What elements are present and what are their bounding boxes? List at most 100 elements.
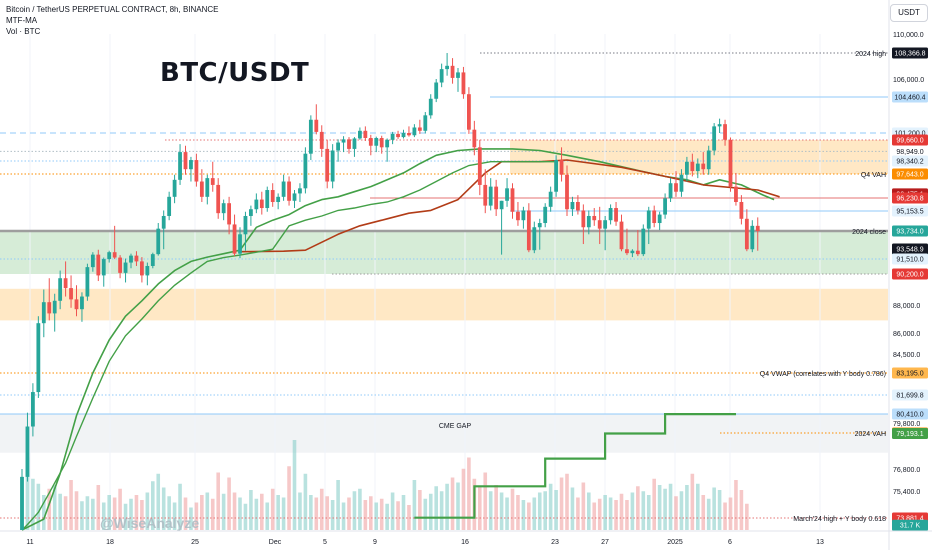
candle-body bbox=[178, 152, 182, 180]
candle-body bbox=[755, 225, 760, 231]
price-tag-label: 98,340.2 bbox=[896, 159, 923, 166]
candle-body bbox=[652, 210, 657, 224]
price-tag-label: 73,881.4 bbox=[896, 516, 923, 523]
candle-body bbox=[734, 186, 738, 202]
volume-bar bbox=[423, 498, 428, 530]
volume-bar bbox=[745, 503, 749, 530]
annotation-label: Q4 VWAP (correlates with Y body 0.786) bbox=[760, 371, 886, 378]
volume-bar bbox=[603, 495, 607, 530]
volume-bar bbox=[249, 490, 253, 530]
volume-bar bbox=[456, 482, 460, 530]
annotation-label: 2024 VAH bbox=[855, 431, 886, 438]
indicator-volume[interactable]: Vol · BTC bbox=[6, 27, 41, 36]
candle-body bbox=[657, 214, 662, 224]
volume-bar bbox=[723, 502, 727, 530]
candle-body bbox=[129, 255, 133, 263]
volume-bar bbox=[270, 488, 275, 530]
candle-body bbox=[20, 476, 24, 530]
volume-bar bbox=[510, 488, 515, 530]
volume-bar bbox=[712, 487, 716, 530]
volume-bar bbox=[330, 500, 335, 530]
price-tag-label: 98,949.0 bbox=[896, 149, 923, 156]
candle-body bbox=[189, 160, 193, 170]
volume-bar bbox=[668, 483, 673, 530]
time-tick-label: 9 bbox=[373, 539, 377, 546]
candle-body bbox=[161, 215, 166, 229]
candle-body bbox=[249, 209, 253, 216]
volume-bar bbox=[281, 497, 286, 530]
candle-body bbox=[123, 262, 128, 273]
candle-body bbox=[597, 220, 602, 229]
price-tick-label: 88,000.0 bbox=[893, 303, 920, 310]
candle-body bbox=[330, 150, 335, 182]
annotation-label: 2024 high bbox=[855, 51, 886, 58]
price-tag-label: 99,660.0 bbox=[896, 138, 923, 145]
candle-body bbox=[172, 179, 177, 197]
time-tick-label: 16 bbox=[461, 539, 469, 546]
time-tick-label: 5 bbox=[323, 539, 327, 546]
price-tag bbox=[892, 428, 928, 440]
price-tag-label: 104,460.4 bbox=[894, 95, 925, 102]
volume-bar bbox=[445, 483, 449, 530]
candle-body bbox=[379, 138, 384, 148]
candle-body bbox=[281, 181, 286, 197]
candle-body bbox=[352, 138, 357, 149]
price-tag-label: 31.7 K bbox=[900, 523, 921, 530]
candle-body bbox=[374, 138, 379, 146]
volume-bar bbox=[200, 495, 204, 530]
candle-body bbox=[25, 426, 30, 477]
zones-layer bbox=[0, 140, 888, 453]
volume-bar bbox=[52, 485, 57, 530]
price-tick-label: 86,000.0 bbox=[893, 331, 920, 338]
candle-body bbox=[445, 65, 449, 70]
volume-bar bbox=[227, 477, 231, 530]
green-zone bbox=[0, 231, 888, 274]
price-axis: 110,000.0 106,000.0 88,000.0 86,000.0 84,500… bbox=[888, 0, 928, 550]
volume-bar bbox=[134, 495, 139, 530]
candle-body bbox=[363, 130, 368, 138]
candle-body bbox=[701, 163, 706, 170]
volume-bar bbox=[232, 492, 237, 530]
price-tag-label: 93,734.0 bbox=[896, 229, 923, 236]
volume-bar bbox=[614, 500, 618, 530]
indicator-mtf-ma[interactable]: MTF-MA bbox=[6, 16, 38, 25]
price-tag-label: 97,643.0 bbox=[896, 172, 923, 179]
volume-bar bbox=[298, 492, 302, 530]
volume-bar bbox=[112, 497, 117, 530]
candle-body bbox=[69, 288, 73, 300]
candle-body bbox=[635, 250, 640, 255]
candle-body bbox=[210, 178, 215, 185]
volume-bar bbox=[205, 492, 210, 530]
candle-body bbox=[341, 139, 346, 143]
volume-bar bbox=[657, 485, 662, 530]
currency-button[interactable]: USDT bbox=[890, 4, 928, 22]
candle-body bbox=[134, 255, 139, 262]
candle-body bbox=[58, 278, 63, 301]
volume-bar bbox=[325, 496, 329, 530]
volume-bar bbox=[499, 492, 504, 530]
volume-layer bbox=[20, 440, 749, 530]
candle-body bbox=[358, 130, 362, 139]
annotation-label: CME GAP bbox=[439, 423, 472, 430]
candle-body bbox=[259, 199, 264, 209]
candle-body bbox=[581, 210, 586, 228]
candle-body bbox=[576, 201, 580, 211]
candle-body bbox=[194, 160, 199, 182]
volume-bar bbox=[161, 487, 166, 530]
candle-body bbox=[428, 98, 433, 116]
volume-bar bbox=[450, 477, 455, 530]
candle-body bbox=[712, 126, 717, 151]
candles-layer bbox=[20, 53, 760, 530]
price-tag-label: 90,200.0 bbox=[896, 272, 923, 279]
candle-body bbox=[276, 196, 281, 202]
volume-bar bbox=[238, 497, 242, 530]
volume-bar bbox=[243, 503, 248, 530]
volume-bar bbox=[576, 497, 580, 530]
candle-body bbox=[227, 203, 231, 225]
candle-body bbox=[396, 133, 400, 138]
time-tick-label: Dec bbox=[269, 539, 282, 546]
volume-bar bbox=[739, 490, 744, 530]
candle-body bbox=[74, 299, 79, 310]
volume-bar bbox=[303, 473, 308, 530]
